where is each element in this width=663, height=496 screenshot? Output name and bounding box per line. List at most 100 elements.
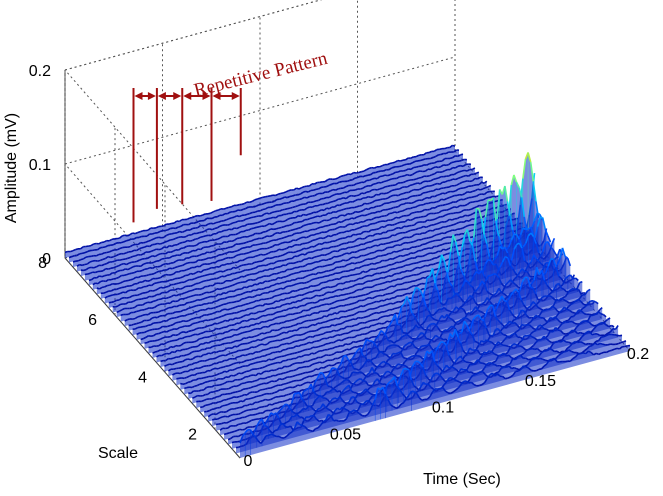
surface-segment [379, 216, 382, 217]
surface-segment [272, 285, 275, 286]
surface-segment [311, 223, 314, 224]
surface-segment [387, 321, 390, 322]
surface-segment [182, 293, 185, 294]
surface-segment [292, 353, 295, 354]
surface-segment [145, 292, 148, 293]
surface-segment [247, 309, 250, 310]
surface-segment [263, 254, 266, 255]
surface-segment [121, 315, 124, 316]
surface-segment [183, 253, 186, 254]
surface-segment [400, 160, 403, 161]
surface-segment [227, 348, 230, 349]
surface-segment [411, 190, 414, 191]
surface-segment [234, 375, 237, 376]
surface-segment [197, 255, 200, 256]
surface-segment [172, 279, 175, 280]
surface-segment [286, 360, 289, 361]
surface-segment [306, 248, 309, 249]
surface-segment [253, 363, 256, 364]
surface-segment [267, 248, 270, 249]
surface-segment [133, 244, 136, 245]
surface-segment [299, 283, 302, 284]
surface-segment [452, 219, 455, 220]
surface-segment [280, 255, 283, 256]
surface-segment [178, 289, 181, 290]
surface-segment [426, 192, 429, 193]
surface-segment [271, 217, 274, 218]
surface-segment [165, 241, 168, 242]
surface-segment [245, 214, 248, 215]
surface-segment [318, 227, 321, 228]
surface-segment [157, 305, 160, 306]
surface-segment [363, 176, 366, 177]
surface-segment [230, 263, 233, 264]
surface-segment [201, 378, 204, 379]
surface-segment [88, 246, 91, 247]
surface-segment [447, 198, 450, 199]
surface-segment [228, 309, 231, 310]
surface-segment [339, 182, 342, 183]
surface-segment [471, 237, 474, 238]
surface-segment [338, 283, 341, 284]
surface-segment [287, 354, 290, 355]
surface-segment [333, 251, 336, 252]
surface-segment [282, 249, 285, 250]
surface-segment [380, 283, 383, 284]
surface-segment [335, 178, 338, 179]
surface-segment [358, 274, 361, 275]
surface-segment [215, 345, 218, 346]
surface-segment [171, 274, 174, 275]
surface-segment [487, 192, 490, 193]
surface-segment [245, 332, 248, 333]
surface-segment [226, 343, 229, 344]
surface-segment [426, 238, 429, 239]
surface-segment [462, 182, 465, 183]
surface-segment [296, 251, 299, 252]
surface-segment [351, 196, 354, 197]
surface-segment [207, 387, 210, 388]
surface-segment [195, 228, 198, 229]
surface-segment [183, 321, 186, 322]
surface-segment [199, 282, 202, 283]
surface-segment [423, 255, 426, 256]
surface-segment [448, 214, 451, 215]
surface-segment [439, 222, 442, 223]
surface-segment [235, 346, 238, 347]
surface-segment [176, 260, 179, 261]
surface-segment [461, 176, 464, 177]
surface-segment [396, 217, 399, 218]
surface-segment [355, 178, 358, 179]
surface-segment [261, 254, 264, 255]
surface-segment [433, 157, 436, 158]
surface-segment [389, 242, 392, 243]
surface-segment [367, 214, 370, 215]
surface-segment [307, 281, 310, 282]
surface-segment [468, 225, 471, 226]
surface-segment [210, 380, 213, 381]
surface-segment [161, 287, 164, 288]
surface-segment [321, 282, 324, 283]
surface-segment [170, 268, 173, 269]
surface-segment [208, 274, 211, 275]
surface-segment [257, 249, 260, 250]
surface-segment [154, 238, 157, 239]
surface-segment [209, 292, 212, 293]
surface-segment [236, 221, 239, 222]
surface-segment [243, 270, 246, 271]
surface-segment [443, 193, 446, 194]
surface-segment [146, 275, 149, 276]
surface-segment [418, 268, 421, 269]
surface-segment [184, 332, 187, 333]
surface-segment [139, 322, 142, 323]
surface-segment [219, 221, 222, 222]
surface-segment [391, 264, 394, 265]
surface-segment [291, 274, 294, 275]
surface-segment [317, 318, 320, 319]
surface-segment [480, 189, 483, 190]
surface-segment [155, 351, 158, 352]
surface-segment [360, 250, 363, 251]
surface-segment [185, 337, 188, 338]
surface-segment [354, 280, 357, 281]
surface-segment [271, 359, 274, 360]
surface-segment [367, 203, 370, 204]
